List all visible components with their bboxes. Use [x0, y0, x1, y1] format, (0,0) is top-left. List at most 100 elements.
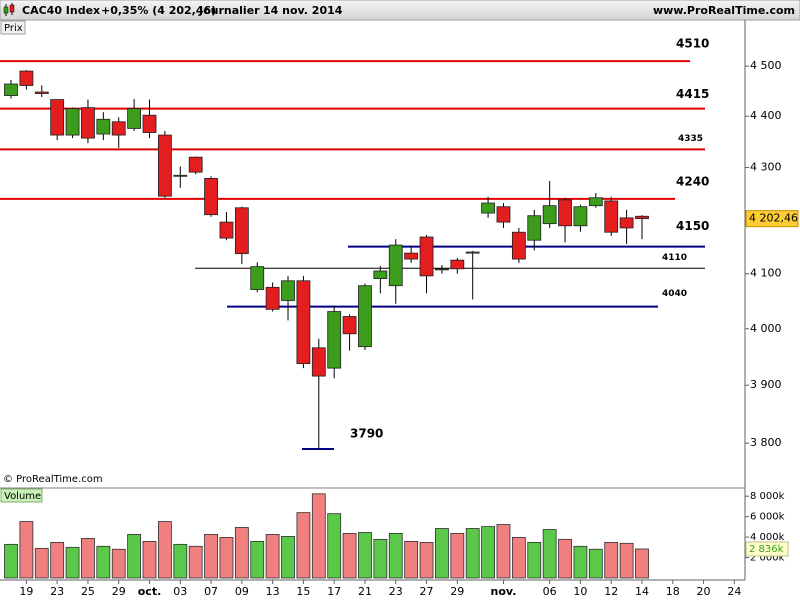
volume-bar — [635, 548, 649, 579]
x-tick-label: 10 — [573, 585, 587, 598]
x-tick-label: 24 — [727, 585, 741, 598]
y-tick-label: 4 300 — [750, 160, 782, 173]
y-tick-label: 4 000 — [750, 322, 782, 335]
x-tick-label: 18 — [666, 585, 680, 598]
candle-body — [311, 347, 326, 377]
candle-body — [157, 134, 172, 197]
candle-body — [127, 108, 142, 129]
x-tick-label: nov. — [491, 585, 517, 598]
candle-body — [327, 311, 342, 369]
x-tick-label: 23 — [389, 585, 403, 598]
volume-bar — [327, 513, 342, 579]
candle-body — [527, 215, 542, 241]
candle-body — [34, 91, 49, 94]
candle-body — [573, 206, 588, 227]
candle-body — [435, 268, 449, 271]
volume-bar — [435, 528, 449, 579]
candle-body — [265, 286, 280, 310]
candle-body — [496, 206, 511, 223]
volume-bar — [619, 542, 634, 579]
volume-bar — [96, 545, 111, 579]
x-tick-label: 15 — [296, 585, 310, 598]
volume-bar — [358, 532, 372, 579]
volume-tick-label: 6 000k — [750, 512, 785, 523]
last-volume-label: 2 836k — [749, 544, 784, 555]
volume-bar — [250, 540, 265, 579]
candle-body — [481, 202, 495, 214]
candle-body — [219, 221, 234, 239]
volume-bar — [204, 534, 218, 579]
candle-body — [296, 280, 311, 364]
x-tick-label: 14 — [635, 585, 649, 598]
candle-body — [342, 316, 357, 335]
volume-bar — [219, 536, 234, 579]
volume-bar — [34, 547, 49, 579]
volume-bar — [573, 545, 588, 579]
volume-bar — [173, 543, 188, 579]
volume-bar — [404, 540, 419, 579]
candle-body — [604, 200, 619, 233]
candle-body — [204, 178, 218, 216]
y-tick-label: 3 900 — [750, 378, 782, 391]
candle-body — [81, 107, 95, 139]
x-tick-label: 06 — [543, 585, 557, 598]
level-label: 4240 — [676, 174, 709, 188]
candle-body — [19, 70, 34, 86]
x-tick-label: 03 — [173, 585, 187, 598]
candle-body — [419, 236, 434, 277]
panel-label-box — [0, 20, 26, 35]
level-label: 4510 — [676, 37, 709, 51]
volume-bar — [588, 548, 603, 579]
candle-body — [142, 114, 157, 133]
header-change: +0,35% (4 202,46) — [101, 4, 216, 17]
volume-bar — [527, 542, 542, 579]
candle-body — [65, 108, 80, 136]
volume-label: Volume — [4, 491, 41, 502]
last-price-label: 4 202,46 — [749, 212, 798, 225]
candle-body — [388, 244, 403, 287]
candle-body — [619, 217, 634, 229]
volume-bar — [419, 542, 434, 579]
last-volume-box — [745, 541, 789, 557]
candle-body — [542, 205, 557, 225]
header-icon — [3, 3, 15, 16]
y-tick-label: 4 100 — [750, 267, 782, 280]
x-tick-label: 19 — [19, 585, 33, 598]
volume-bar — [373, 538, 388, 579]
level-label: 3790 — [350, 427, 383, 441]
level-label: 4110 — [662, 253, 687, 263]
candle-body — [173, 174, 188, 177]
volume-bar — [465, 528, 480, 579]
candle-body — [4, 83, 18, 96]
level-label: 4335 — [678, 134, 703, 144]
x-tick-label: 13 — [266, 585, 280, 598]
last-price-box — [745, 210, 799, 228]
level-label: 4040 — [662, 289, 687, 299]
header-symbol: CAC40 Index — [22, 4, 100, 17]
header-bar — [0, 0, 800, 21]
volume-bar — [388, 533, 403, 579]
volume-bar — [604, 542, 619, 579]
volume-bar — [296, 512, 311, 579]
y-tick-label: 4 400 — [750, 109, 782, 122]
y-tick-label: 4 500 — [750, 59, 782, 72]
x-tick-label: 07 — [204, 585, 218, 598]
x-tick-label: 23 — [50, 585, 64, 598]
candle-body — [588, 197, 603, 207]
volume-bar — [19, 521, 34, 579]
candle-body — [96, 118, 111, 135]
candle-body — [465, 251, 480, 254]
volume-bar — [342, 533, 357, 579]
volume-label-box — [0, 488, 43, 503]
x-tick-label: oct. — [138, 585, 162, 598]
volume-bar — [157, 521, 172, 579]
x-tick-label: 12 — [604, 585, 618, 598]
volume-bar — [111, 548, 126, 579]
header-period: Journalier — [198, 4, 260, 17]
x-tick-label: 17 — [327, 585, 341, 598]
candle-body — [234, 207, 249, 255]
volume-bar — [311, 493, 326, 579]
volume-bar — [81, 538, 95, 579]
copyright: © ProRealTime.com — [3, 474, 103, 485]
header-source: www.ProRealTime.com — [653, 4, 795, 17]
